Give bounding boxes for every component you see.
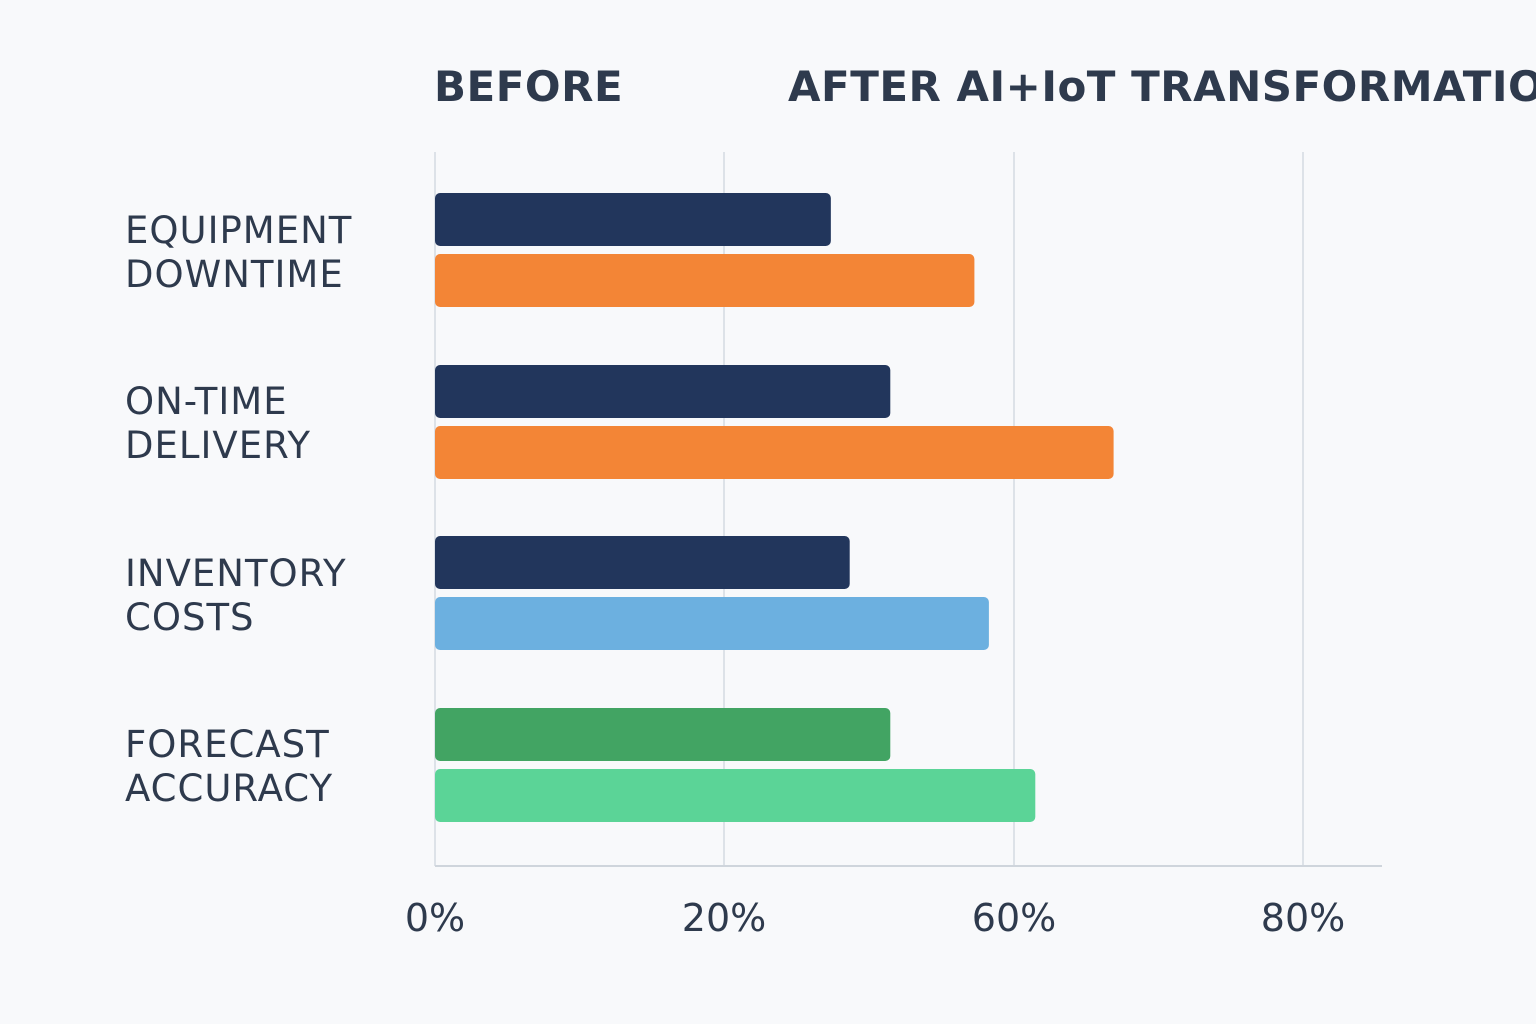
category-label-line: FORECAST (125, 723, 330, 766)
category-label-line: DOWNTIME (125, 253, 344, 296)
x-tick-label: 20% (682, 896, 766, 940)
after-header: AFTER AI+IoT TRANSFORMATION (788, 62, 1536, 111)
bar (435, 708, 891, 761)
category-label-line: ON-TIME (125, 380, 288, 423)
category-label-line: ACCURACY (125, 767, 334, 810)
bar (435, 254, 975, 307)
x-tick-label: 60% (972, 896, 1056, 940)
category-label-forecast-accuracy: FORECAST ACCURACY (125, 723, 415, 811)
bar (435, 597, 989, 650)
x-tick-label: 0% (405, 896, 465, 940)
category-label-line: COSTS (125, 596, 255, 639)
before-header: BEFORE (434, 62, 624, 111)
category-label-line: EQUIPMENT (125, 209, 353, 252)
category-label-line: INVENTORY (125, 552, 347, 595)
bar (435, 426, 1114, 479)
bar (435, 193, 831, 246)
category-label-line: DELIVERY (125, 424, 312, 467)
x-tick-label: 80% (1261, 896, 1345, 940)
category-label-inventory-costs: INVENTORY COSTS (125, 552, 415, 640)
bar (435, 536, 850, 589)
category-label-on-time-delivery: ON-TIME DELIVERY (125, 380, 415, 468)
bar (435, 365, 891, 418)
bar (435, 769, 1036, 822)
category-label-equipment-downtime: EQUIPMENT DOWNTIME (125, 209, 415, 297)
